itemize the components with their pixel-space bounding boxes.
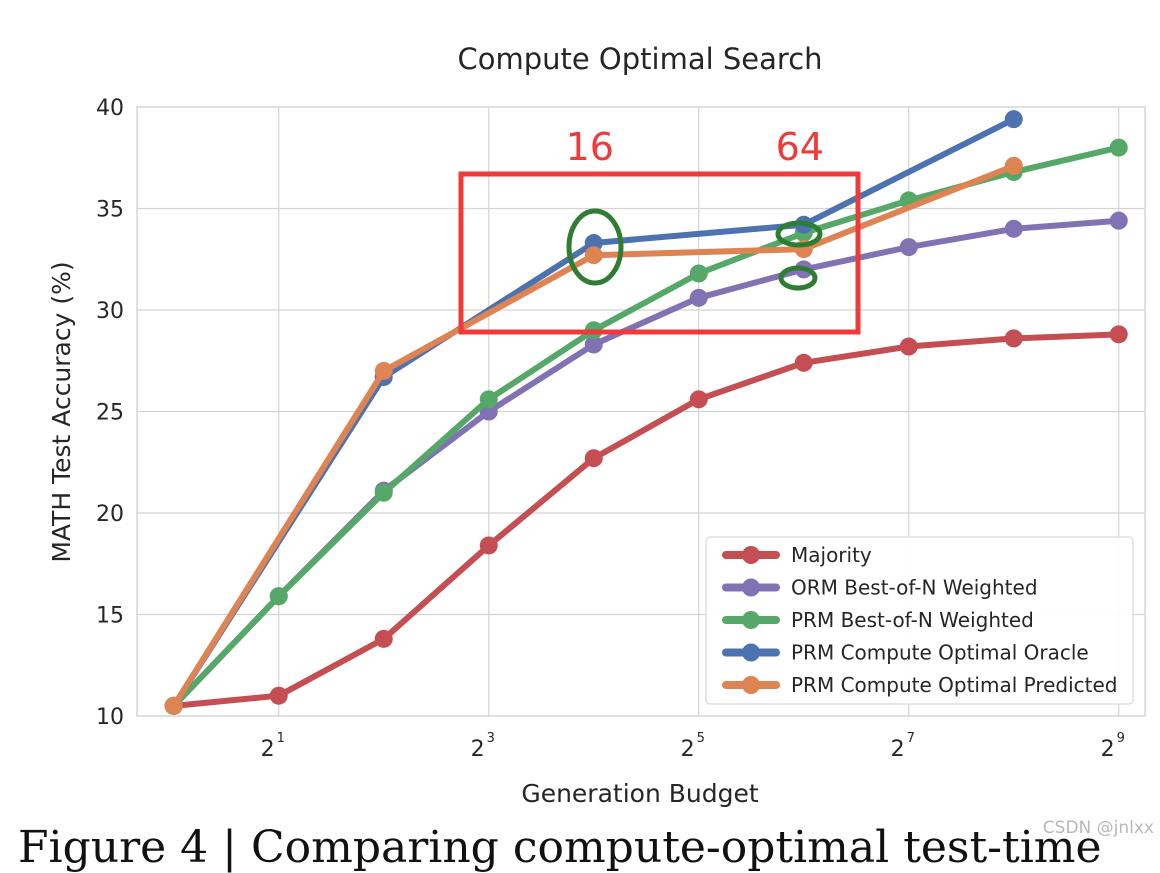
legend-box xyxy=(705,536,1134,705)
data-point xyxy=(584,449,603,468)
data-point xyxy=(269,686,288,705)
data-point xyxy=(1004,110,1023,129)
legend-marker xyxy=(742,676,760,694)
data-point xyxy=(689,390,708,409)
y-tick-label: 10 xyxy=(96,705,124,730)
legend-item: PRM Compute Optimal Predicted xyxy=(722,673,1118,697)
data-point xyxy=(1004,219,1023,238)
y-axis-label: MATH Test Accuracy (%) xyxy=(47,261,76,562)
y-tick-label: 40 xyxy=(96,96,124,121)
legend-label: PRM Compute Optimal Predicted xyxy=(791,673,1118,697)
annotation-label: 16 xyxy=(566,125,614,169)
legend-marker xyxy=(742,643,760,662)
data-point xyxy=(794,353,813,372)
data-point xyxy=(479,390,498,409)
legend-label: PRM Compute Optimal Oracle xyxy=(791,641,1089,665)
legend-label: Majority xyxy=(791,543,872,567)
legend-item: PRM Best-of-N Weighted xyxy=(722,608,1034,632)
highlight-ellipse xyxy=(566,208,624,286)
data-point xyxy=(374,483,393,502)
annotation-label: 64 xyxy=(776,125,824,169)
data-point xyxy=(1004,156,1023,175)
data-point xyxy=(899,238,918,257)
data-point xyxy=(584,335,603,354)
data-point xyxy=(899,337,918,356)
data-point xyxy=(584,246,603,265)
data-point xyxy=(689,264,708,283)
watermark: CSDN @jnlxx xyxy=(1042,818,1154,838)
data-point xyxy=(164,696,183,715)
x-tick-exponent: 5 xyxy=(697,731,705,746)
figure-caption: Figure 4 | Comparing compute-optimal tes… xyxy=(18,822,1102,873)
data-point xyxy=(269,587,288,606)
data-point xyxy=(1109,325,1128,344)
legend-item: ORM Best-of-N Weighted xyxy=(722,576,1038,600)
y-tick-label: 30 xyxy=(96,299,124,324)
legend-item: Majority xyxy=(722,543,872,567)
y-tick-label: 20 xyxy=(96,502,124,527)
y-tick-label: 15 xyxy=(96,604,124,629)
data-point xyxy=(689,288,708,307)
legend: Majority ORM Best-of-N Weighted PRM Best-o… xyxy=(705,536,1134,705)
legend-marker xyxy=(742,546,760,564)
data-point xyxy=(479,536,498,555)
annotation-layer: 16 64 xyxy=(458,125,861,335)
data-point xyxy=(1004,329,1023,348)
highlight-ellipse xyxy=(778,265,818,291)
x-axis-label: Generation Budget xyxy=(521,779,759,808)
data-point xyxy=(1109,138,1128,157)
series-layer xyxy=(164,110,1128,715)
data-point xyxy=(374,629,393,648)
x-tick-exponent: 3 xyxy=(487,731,495,746)
x-tick-exponent: 1 xyxy=(277,731,285,746)
legend-marker xyxy=(742,611,760,629)
chart: Compute Optimal Search 16 64 101520253035… xyxy=(47,42,1146,808)
x-tick-exponent: 7 xyxy=(907,731,915,746)
y-tick-label: 25 xyxy=(96,401,124,426)
series-prm-compute-optimal-predicted xyxy=(164,156,1023,715)
chart-title: Compute Optimal Search xyxy=(457,42,822,76)
data-point xyxy=(1109,211,1128,230)
x-tick-exponent: 9 xyxy=(1117,731,1125,746)
highlight-ellipse xyxy=(775,220,823,248)
highlight-box xyxy=(458,171,861,335)
legend-label: PRM Best-of-N Weighted xyxy=(791,608,1034,632)
y-tick-label: 35 xyxy=(96,198,124,223)
legend-marker xyxy=(742,578,760,597)
data-point xyxy=(374,361,393,380)
legend-item: PRM Compute Optimal Oracle xyxy=(722,641,1089,665)
series-line xyxy=(170,331,1122,709)
legend-label: ORM Best-of-N Weighted xyxy=(791,576,1038,600)
